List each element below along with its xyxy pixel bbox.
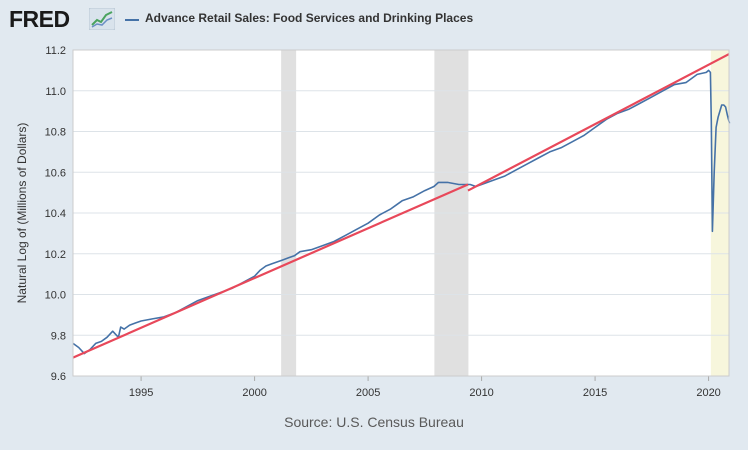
x-tick-label: 2010 <box>469 387 493 399</box>
chart-header: FRED Advance Retail Sales: Food Services… <box>0 0 748 40</box>
y-tick-label: 11.2 <box>45 45 66 57</box>
legend-label[interactable]: Advance Retail Sales: Food Services and … <box>145 11 474 25</box>
series-line-retail-sales <box>72 69 731 355</box>
trend-line-segment <box>72 183 469 359</box>
x-tick-label: 2005 <box>356 387 380 399</box>
chart-line-icon <box>89 8 115 30</box>
y-tick-label: 10.0 <box>45 290 66 302</box>
fred-logo[interactable]: FRED <box>9 6 70 32</box>
y-tick-label: 10.2 <box>45 249 66 261</box>
y-axis-label: Natural Log of (Millions of Dollars) <box>15 123 29 304</box>
chart-area: 9.6 9.8 10.0 10.2 10.4 10.6 10.8 11.0 11.2 1995 20… <box>15 45 731 399</box>
x-tick-label: 2020 <box>696 387 720 399</box>
plot-border <box>72 49 730 377</box>
source-note: Source: U.S. Census Bureau <box>284 414 464 430</box>
y-tick-label: 10.6 <box>45 167 66 179</box>
legend-swatch <box>125 19 139 21</box>
trend-line-segment <box>467 53 730 192</box>
x-tick-label: 2000 <box>242 387 266 399</box>
x-tick-label: 2015 <box>583 387 607 399</box>
y-tick-label: 11.0 <box>45 86 66 98</box>
x-tick-label: 1995 <box>129 387 153 399</box>
y-tick-label: 10.4 <box>45 208 66 220</box>
y-tick-label: 9.6 <box>51 371 66 383</box>
y-tick-label: 10.8 <box>45 127 66 139</box>
y-tick-label: 9.8 <box>51 330 66 342</box>
